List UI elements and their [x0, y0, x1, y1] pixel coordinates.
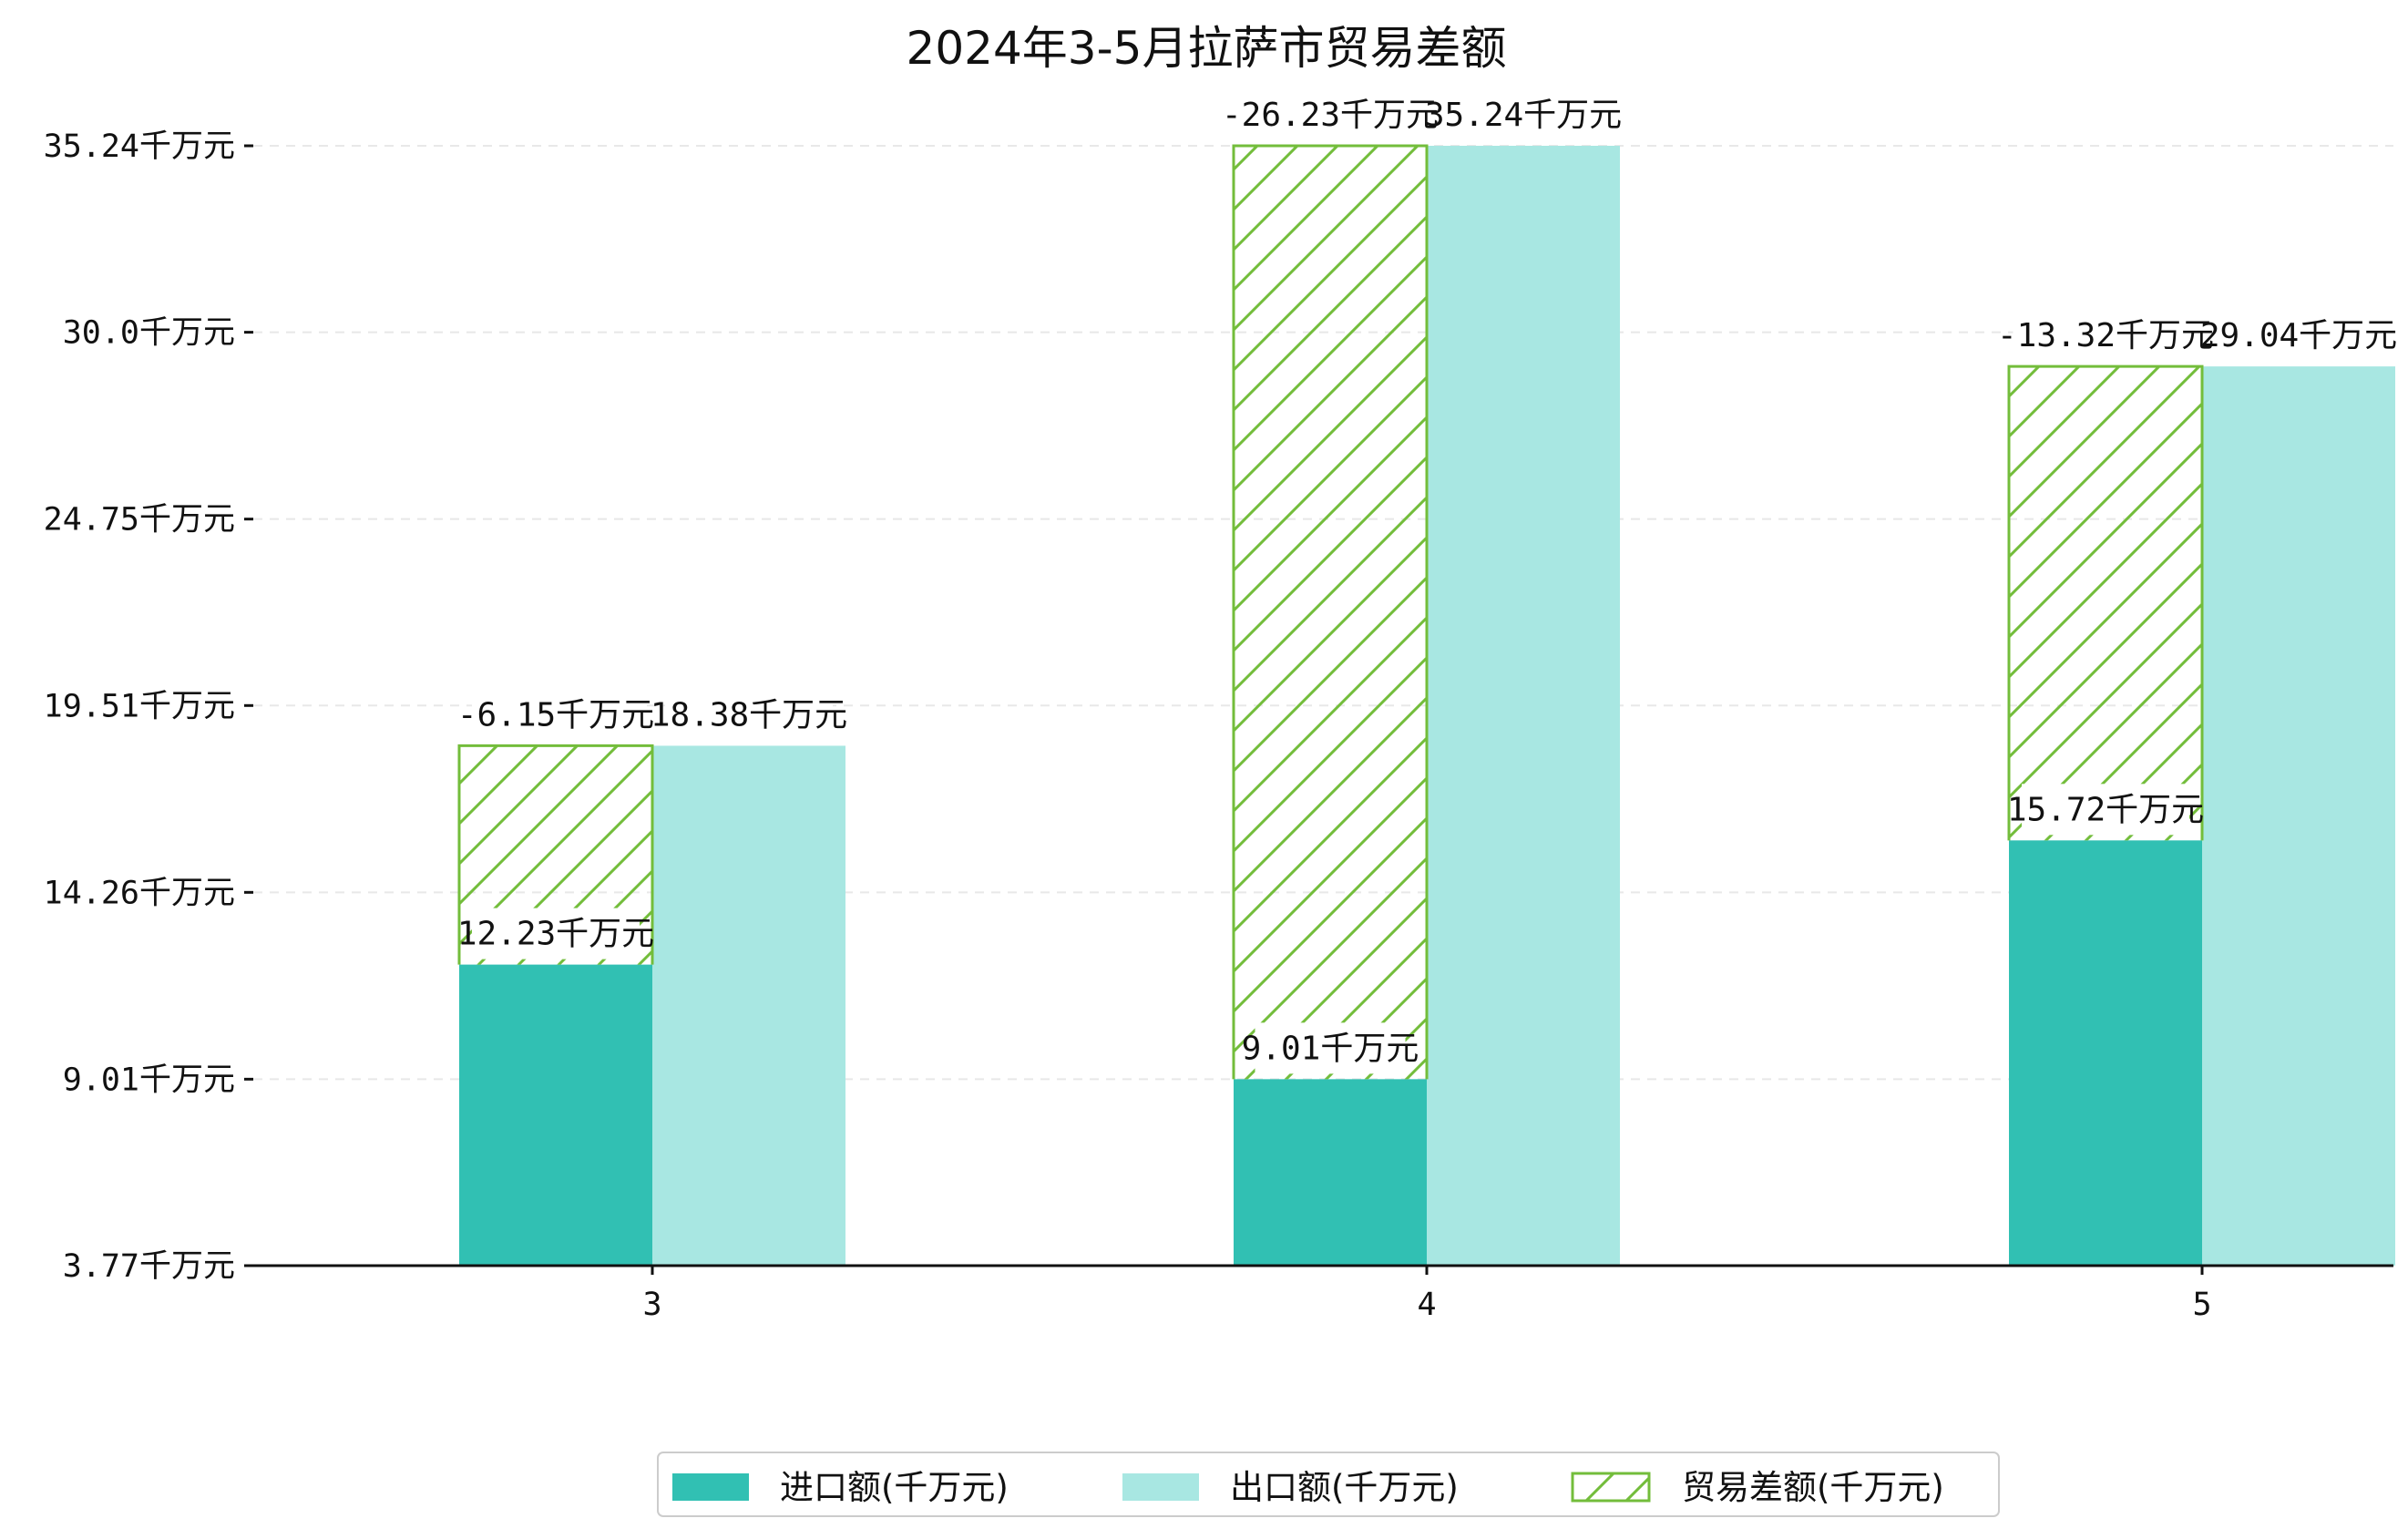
bar-import — [2009, 840, 2202, 1266]
y-tick-label: 24.75千万元 — [44, 502, 235, 539]
label-trade-balance-bg — [1237, 89, 1423, 140]
bar-trade-balance-edge — [2007, 364, 2204, 841]
label-trade-balance-group: -6.15千万元 — [457, 689, 654, 741]
legend-swatch-import — [672, 1473, 749, 1501]
label-import-bg — [472, 908, 640, 959]
label-export-bg — [665, 689, 833, 741]
chart-title: 2024年3-5月拉萨市贸易差额 — [907, 22, 1507, 75]
y-ticks: 3.77千万元 9.01千万元 14.26千万元 19.51千万元 24.75千万元 30… — [44, 128, 253, 1285]
x-tick-label: 3 — [642, 1287, 661, 1323]
legend: 进口额(千万元) 出口额(千万元) 贸易差额(千万元) — [657, 1452, 2000, 1517]
y-tick-label: 9.01千万元 — [63, 1062, 235, 1098]
label-import: 9.01千万元 — [1242, 1030, 1419, 1067]
bar-trade-balance-edge — [1232, 144, 1429, 1080]
legend-box — [657, 1452, 2000, 1517]
bar-export — [1427, 146, 1620, 1266]
legend-label-import: 进口额(千万元) — [780, 1468, 1009, 1507]
label-import-group: 15.72千万元 — [2007, 784, 2204, 836]
bar-export — [2202, 366, 2395, 1266]
label-trade-balance-group: -26.23千万元 — [1222, 89, 1439, 140]
legend-swatch-balance — [1571, 1472, 1651, 1503]
bar-export — [652, 745, 845, 1266]
legend-label-balance: 贸易差额(千万元) — [1682, 1468, 1944, 1507]
label-trade-balance-group: -13.32千万元 — [1997, 310, 2214, 362]
label-export: 29.04千万元 — [2200, 317, 2397, 354]
y-tick-label: 19.51千万元 — [44, 688, 235, 724]
label-import: 15.72千万元 — [2007, 791, 2204, 828]
y-tick-label: 30.0千万元 — [63, 315, 235, 352]
y-tick-label: 3.77千万元 — [63, 1248, 235, 1285]
label-trade-balance: -26.23千万元 — [1222, 97, 1439, 134]
x-tick-label: 5 — [2192, 1287, 2211, 1323]
bar-import — [1234, 1079, 1427, 1266]
label-trade-balance-bg — [472, 689, 640, 741]
label-export-group: 18.38千万元 — [651, 689, 847, 741]
label-trade-balance-bg — [2013, 310, 2198, 362]
y-tick-label: 14.26千万元 — [44, 875, 235, 911]
bar-import — [459, 964, 652, 1266]
label-export-bg — [2215, 310, 2382, 362]
label-export: 18.38千万元 — [651, 696, 847, 734]
legend-swatch-export — [1122, 1473, 1199, 1501]
label-export-group: 35.24千万元 — [1425, 89, 1622, 140]
bars — [457, 144, 2395, 1266]
label-import-bg — [1255, 1022, 1406, 1074]
x-ticks: 3 4 5 — [642, 1266, 2212, 1323]
label-export: 35.24千万元 — [1425, 97, 1622, 134]
bar-trade-balance-edge — [457, 744, 654, 965]
label-import: 12.23千万元 — [457, 916, 654, 953]
label-import-group: 9.01千万元 — [1242, 1022, 1419, 1074]
bar-trade-balance — [2009, 366, 2202, 841]
label-import-group: 12.23千万元 — [457, 908, 654, 959]
label-trade-balance: -6.15千万元 — [457, 696, 654, 734]
label-export-bg — [1440, 89, 1607, 140]
label-import-bg — [2022, 784, 2189, 836]
legend-label-export: 出口额(千万元) — [1230, 1468, 1459, 1507]
x-tick-label: 4 — [1417, 1287, 1436, 1323]
data-labels: 18.38千万元-6.15千万元 12.23千万元 35.24千万元-26.23千万… — [457, 89, 2397, 1074]
label-trade-balance: -13.32千万元 — [1997, 317, 2214, 354]
label-export-group: 29.04千万元 — [2200, 310, 2397, 362]
y-tick-label: 35.24千万元 — [44, 128, 235, 165]
bar-trade-balance — [1234, 146, 1427, 1080]
